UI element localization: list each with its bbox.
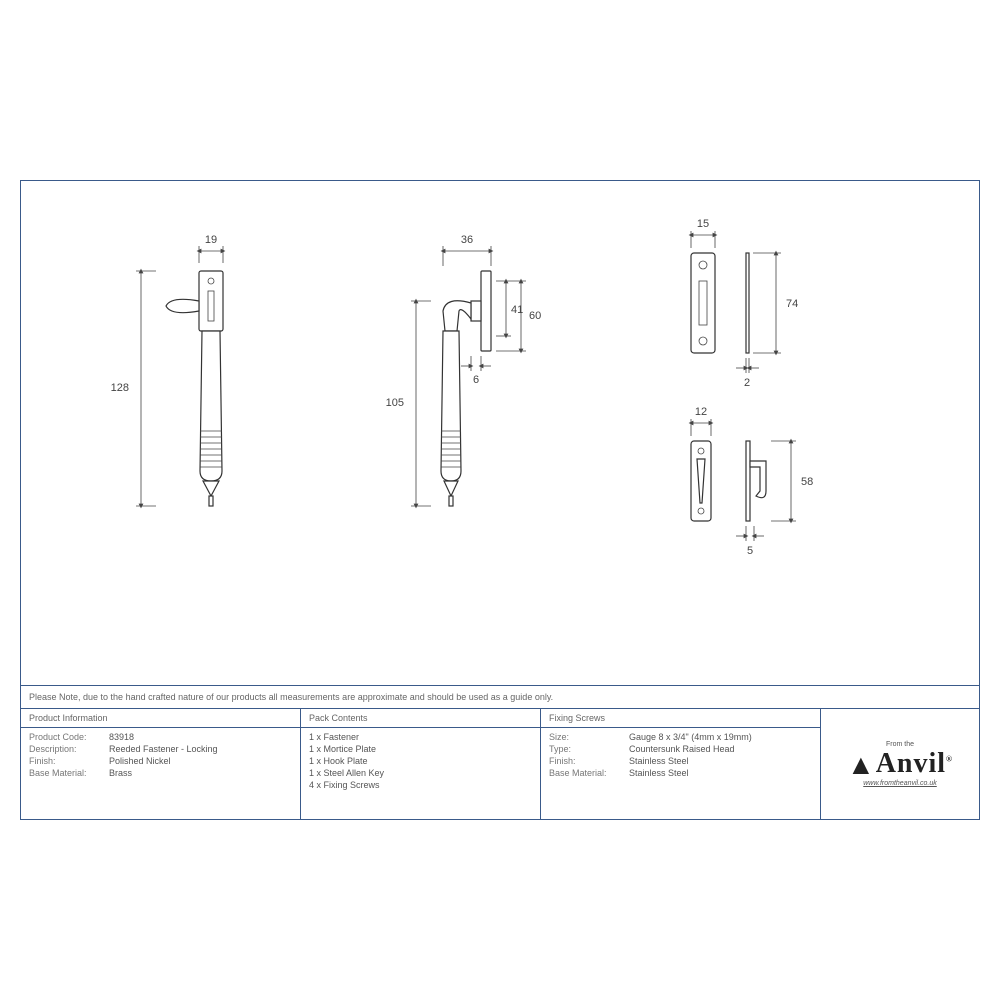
label: Finish:	[549, 756, 629, 766]
logo-main: ▲Anvil®	[847, 748, 953, 780]
mortice-plate: 15 74 2	[691, 218, 798, 389]
product-info-col: Product Information Product Code:83918 D…	[21, 709, 301, 819]
col-header: Fixing Screws	[541, 709, 820, 728]
value: 83918	[109, 732, 134, 742]
hook-plate: 12 58 5	[691, 406, 813, 557]
svg-text:105: 105	[386, 397, 404, 409]
info-area: Please Note, due to the hand crafted nat…	[21, 685, 979, 819]
drawing-area: 19 128	[21, 181, 979, 661]
pack-contents-col: Pack Contents 1 x Fastener 1 x Mortice P…	[301, 709, 541, 819]
svg-text:128: 128	[111, 382, 129, 394]
svg-text:2: 2	[744, 377, 750, 389]
value: Reeded Fastener - Locking	[109, 744, 218, 754]
svg-text:41: 41	[511, 304, 523, 316]
label: Product Code:	[29, 732, 109, 742]
side-view: 36 105 6	[386, 234, 542, 506]
col-header: Pack Contents	[301, 709, 540, 728]
svg-text:6: 6	[473, 374, 479, 386]
svg-text:74: 74	[786, 298, 798, 310]
list-item: 1 x Steel Allen Key	[309, 768, 384, 778]
value: Brass	[109, 768, 132, 778]
col-header: Product Information	[21, 709, 300, 728]
label: Base Material:	[29, 768, 109, 778]
drawing-sheet: 19 128	[20, 180, 980, 820]
label: Finish:	[29, 756, 109, 766]
svg-text:36: 36	[461, 234, 473, 246]
label: Size:	[549, 732, 629, 742]
technical-drawing-svg: 19 128	[21, 181, 981, 661]
svg-text:19: 19	[205, 234, 217, 246]
label: Base Material:	[549, 768, 629, 778]
svg-text:60: 60	[529, 310, 541, 322]
svg-text:15: 15	[697, 218, 709, 230]
info-grid: Product Information Product Code:83918 D…	[21, 709, 979, 819]
brand-logo: From the ▲Anvil® www.fromtheanvil.co.uk	[847, 741, 953, 787]
list-item: 1 x Mortice Plate	[309, 744, 376, 754]
label: Description:	[29, 744, 109, 754]
svg-text:5: 5	[747, 545, 753, 557]
list-item: 4 x Fixing Screws	[309, 780, 380, 790]
logo-pretext: From the	[847, 741, 953, 748]
svg-text:12: 12	[695, 406, 707, 418]
note-text: Please Note, due to the hand crafted nat…	[21, 686, 979, 709]
fixing-screws-col: Fixing Screws Size:Gauge 8 x 3/4" (4mm x…	[541, 709, 821, 819]
value: Countersunk Raised Head	[629, 744, 735, 754]
front-view: 19 128	[111, 234, 223, 506]
logo-col: From the ▲Anvil® www.fromtheanvil.co.uk	[821, 709, 979, 819]
value: Stainless Steel	[629, 768, 689, 778]
svg-text:58: 58	[801, 476, 813, 488]
value: Polished Nickel	[109, 756, 171, 766]
list-item: 1 x Hook Plate	[309, 756, 368, 766]
value: Gauge 8 x 3/4" (4mm x 19mm)	[629, 732, 752, 742]
list-item: 1 x Fastener	[309, 732, 359, 742]
label: Type:	[549, 744, 629, 754]
value: Stainless Steel	[629, 756, 689, 766]
